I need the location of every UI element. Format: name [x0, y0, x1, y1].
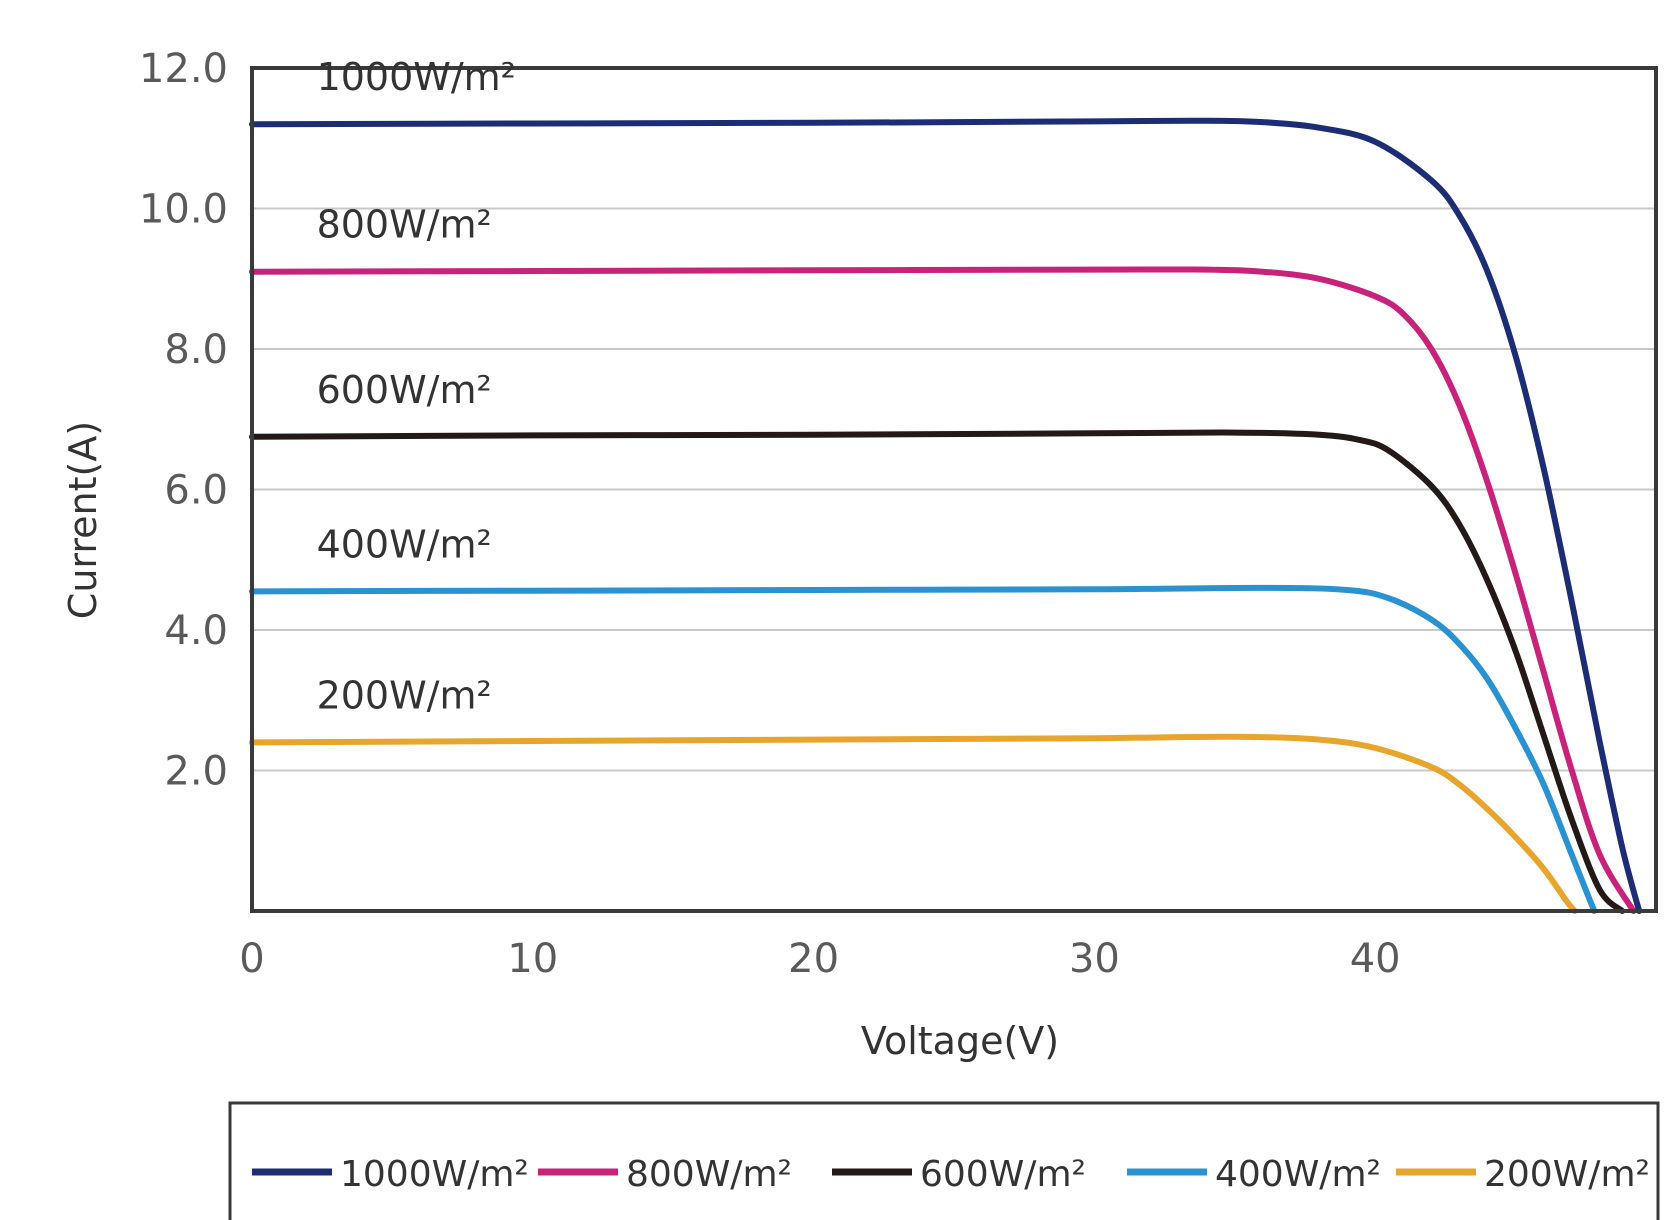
series-line	[249, 266, 1637, 914]
curve-label: 200W/m²	[317, 673, 492, 717]
legend-label: 800W/m²	[626, 1154, 792, 1195]
gridlines	[252, 207, 1656, 772]
series-lines	[249, 117, 1643, 914]
legend-label: 1000W/m²	[340, 1154, 529, 1195]
curve-label: 400W/m²	[317, 522, 492, 566]
x-axis-title: Voltage(V)	[861, 1019, 1059, 1063]
x-tick-labels: 0 10 20 30 40	[239, 936, 1400, 982]
y-tick-labels: 12.0 10.0 8.0 6.0 4.0 2.0	[139, 46, 228, 795]
legend-label: 400W/m²	[1215, 1154, 1381, 1195]
curve-label: 1000W/m²	[317, 55, 516, 99]
legend-box	[228, 1101, 1660, 1220]
legend-label: 200W/m²	[1484, 1154, 1650, 1195]
legend-label: 600W/m²	[920, 1154, 1086, 1195]
legend: 1000W/m² 800W/m² 600W/m² 400W/m² 200W/m²	[252, 1154, 1650, 1195]
series-line	[249, 429, 1626, 914]
x-tick-label: 20	[788, 936, 839, 982]
x-tick-label: 30	[1069, 936, 1120, 982]
x-tick-label: 0	[239, 936, 264, 982]
y-tick-label: 8.0	[164, 327, 228, 373]
x-tick-label: 10	[507, 936, 558, 982]
plot-frame	[250, 66, 1658, 913]
curve-label: 800W/m²	[317, 203, 492, 247]
y-tick-label: 2.0	[164, 749, 228, 795]
y-tick-label: 12.0	[139, 46, 228, 92]
y-axis-title: Current(A)	[61, 421, 105, 619]
y-tick-label: 10.0	[139, 187, 228, 233]
series-line	[249, 584, 1598, 914]
series-line	[249, 733, 1578, 914]
curve-labels: 1000W/m² 800W/m² 600W/m² 400W/m² 200W/m²	[317, 55, 516, 717]
series-line	[249, 117, 1643, 914]
y-tick-label: 6.0	[164, 468, 228, 514]
curve-label: 600W/m²	[317, 368, 492, 412]
y-tick-label: 4.0	[164, 608, 228, 654]
x-tick-label: 40	[1350, 936, 1401, 982]
